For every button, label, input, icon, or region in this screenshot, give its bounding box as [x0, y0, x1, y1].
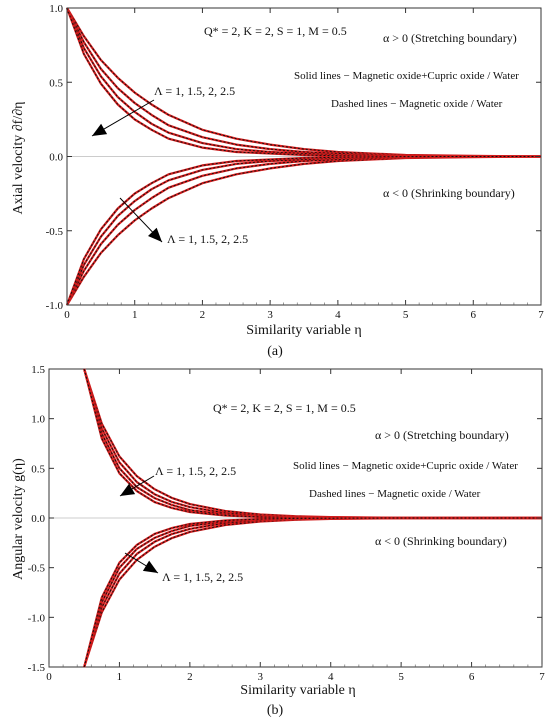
x-tick-label: 3 — [258, 671, 264, 683]
x-tick-label: 1 — [132, 309, 138, 321]
params-text-b: Q* = 2, K = 2, S = 1, M = 0.5 — [213, 401, 356, 415]
series-line-dashed-5 — [66, 156, 542, 306]
x-axis-label-b: Similarity variable η — [240, 683, 355, 698]
series-line-solid-8 — [65, 155, 541, 306]
solid-lines-label-a: Solid lines − Magnetic oxide+Cupric oxid… — [294, 70, 519, 82]
series-line-solid-5 — [66, 155, 542, 306]
y-tick-label: 0.0 — [49, 152, 63, 164]
x-tick-label: 4 — [328, 671, 334, 683]
stretching-label-a: α > 0 (Stretching boundary) — [383, 31, 517, 45]
panel-label-b: (b) — [267, 703, 284, 718]
x-tick-label: 6 — [469, 671, 475, 683]
series-line-dashed-8 — [83, 517, 542, 668]
x-tick-label: 7 — [538, 309, 544, 321]
y-tick-label: 0.0 — [31, 513, 45, 525]
x-tick-label: 0 — [46, 671, 52, 683]
y-tick-label: 0.5 — [31, 463, 45, 475]
x-tick-label: 5 — [403, 309, 409, 321]
panel-a: 0 1 2 3 4 5 6 7 -1.0 -0.5 0.0 0.5 1.0 Q* = 2, K = 2,… — [11, 3, 544, 359]
curves-a — [65, 7, 542, 306]
arrows-a — [91, 99, 163, 243]
dashed-lines-label-a: Dashed lines − Magnetic oxide / Water — [331, 98, 503, 110]
x-tick-label: 3 — [267, 309, 273, 321]
shrinking-label-a: α < 0 (Shrinking boundary) — [383, 186, 515, 200]
y-tick-label: -1.0 — [28, 612, 46, 624]
lambda-label-bottom-b: Λ = 1, 1.5, 2, 2.5 — [162, 570, 243, 584]
y-tick-label: 1.0 — [49, 3, 63, 15]
series-line-dashed-3 — [66, 7, 542, 157]
lambda-label-top-b: Λ = 1, 1.5, 2, 2.5 — [155, 464, 236, 478]
stretching-label-b: α > 0 (Stretching boundary) — [375, 428, 509, 442]
series-line-solid-6 — [66, 155, 542, 306]
y-axis-label-b: Angular velocity g(η) — [11, 458, 26, 580]
dashed-lines-label-b: Dashed lines − Magnetic oxide / Water — [309, 488, 481, 500]
lambda-arrow-head — [147, 227, 162, 242]
y-tick-label: -0.5 — [28, 563, 46, 575]
x-tick-label: 7 — [539, 671, 545, 683]
y-axis-label-a: Axial velocity ∂f/∂η — [11, 102, 26, 215]
x-tick-label: 1 — [117, 671, 123, 683]
params-text-a: Q* = 2, K = 2, S = 1, M = 0.5 — [204, 24, 347, 38]
solid-lines-label-b: Solid lines − Magnetic oxide+Cupric oxid… — [293, 460, 518, 472]
ticks-b: 0 1 2 3 4 5 6 7 -1.5 -1.0 -0.5 0.0 0.5 1.0 1.5 — [28, 364, 546, 683]
y-tick-label: -1.0 — [46, 300, 64, 312]
series-line-dashed-6 — [66, 156, 542, 306]
lambda-arrow-head — [142, 560, 158, 573]
x-tick-label: 5 — [398, 671, 404, 683]
shrinking-label-b: α < 0 (Shrinking boundary) — [375, 534, 507, 548]
lambda-arrow-head — [92, 123, 108, 136]
arrows-b — [119, 475, 159, 574]
series-line-dashed-8 — [66, 156, 541, 306]
y-tick-label: 0.5 — [49, 77, 63, 89]
panel-label-a: (a) — [267, 344, 283, 359]
y-tick-label: 1.5 — [31, 364, 45, 376]
lambda-label-top-a: Λ = 1, 1.5, 2, 2.5 — [154, 84, 235, 98]
y-tick-label: -1.5 — [28, 662, 46, 674]
x-tick-label: 6 — [471, 309, 477, 321]
panel-b: 0 1 2 3 4 5 6 7 -1.5 -1.0 -0.5 0.0 0.5 1.0 1.5 Q* = 2,… — [11, 364, 545, 718]
x-axis-label-a: Similarity variable η — [246, 323, 361, 338]
x-tick-label: 4 — [335, 309, 341, 321]
curves-b — [83, 368, 542, 668]
series-line-dashed-4 — [66, 7, 541, 157]
x-tick-label: 2 — [187, 671, 193, 683]
lambda-arrow-head — [120, 483, 136, 496]
series-line-dashed-7 — [66, 156, 542, 306]
series-line-solid-7 — [65, 155, 542, 306]
y-tick-label: 1.0 — [31, 414, 45, 426]
y-tick-label: -0.5 — [46, 226, 64, 238]
x-tick-label: 0 — [64, 309, 70, 321]
x-tick-label: 2 — [200, 309, 206, 321]
ticks-a: 0 1 2 3 4 5 6 7 -1.0 -0.5 0.0 0.5 1.0 — [46, 3, 545, 321]
lambda-label-bottom-a: Λ = 1, 1.5, 2, 2.5 — [167, 232, 248, 246]
